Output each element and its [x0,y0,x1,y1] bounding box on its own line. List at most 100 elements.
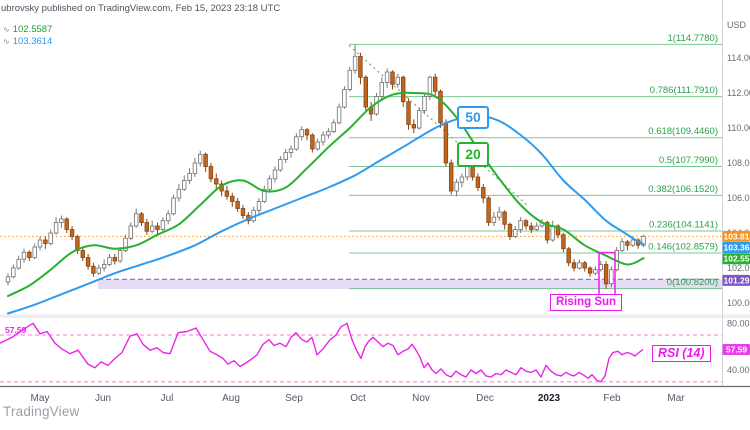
price-tick-label: 108.00 [727,158,750,168]
candle-body [582,262,587,269]
indicator-icon: ∿ [3,37,10,46]
candle-body [513,229,518,237]
candle-body [203,153,208,168]
fib-level-label: 0.5(107.7990) [659,155,718,166]
candle-body [523,220,529,227]
rsi-label[interactable]: RSI (14) [652,345,711,362]
candle-body [181,180,187,190]
candle-body [69,229,75,237]
candle-body [406,101,411,125]
downtrend-line[interactable] [348,44,528,206]
candle-body [587,267,593,274]
candle-body [5,276,11,283]
candle-body [363,76,368,108]
candle-body [347,69,352,90]
ma50-legend-row[interactable]: ∿ 103.3614 [3,36,52,48]
candle-body [315,141,320,150]
month-label: Sep [285,393,303,404]
ma50-legend-value: 103.3614 [12,36,53,47]
price-badge [722,230,750,242]
candle-body [422,96,427,111]
candle-body [214,178,219,185]
rsi-line[interactable] [0,322,644,383]
price-badge-label: 101.29 [724,275,750,285]
candle-body [561,234,566,250]
candle-body [481,187,486,199]
candle-body [256,201,262,211]
candle-body [534,225,539,230]
support-zone-band [98,279,722,289]
month-label: Aug [222,393,240,404]
candle-body [187,173,192,181]
candle-body [459,176,465,183]
ma20-legend-row[interactable]: ∿ 102.5587 [3,24,52,36]
candle-body [625,241,630,246]
candle-body [619,241,625,252]
month-label: Dec [476,393,494,404]
candle-body [502,211,507,225]
fib-level-label: 0.618(109.4460) [648,126,718,137]
pane-separator[interactable] [0,314,750,319]
candle-body [37,239,43,248]
ma20-legend-value: 102.5587 [12,24,53,35]
candle-body [64,218,69,230]
month-label: Mar [667,393,685,404]
ma20-line[interactable] [7,91,645,297]
candle-body [411,124,416,129]
candle-body [432,76,438,92]
candle-body [59,218,64,223]
candle-body [438,90,443,124]
month-label: Jul [161,393,174,404]
candle-body [171,197,176,215]
candle-body [85,257,91,267]
candle-body [197,153,203,164]
candle-body [395,76,400,85]
candle-body [609,269,614,285]
rsi-tick-label: 80.00 [727,318,750,328]
candle-body [288,148,294,153]
candle-body [27,251,32,258]
candle-body [139,213,144,224]
ma20-tag[interactable]: 20 [457,142,489,167]
candle-body [294,136,299,150]
chart-title: ubrovsky published on TradingView.com, F… [1,3,281,14]
candle-body [107,257,112,265]
candle-body [577,262,582,269]
price-badge-label: 103.36 [724,243,750,253]
candle-body [101,264,107,269]
candle-body [491,216,497,223]
price-tick-label: 106.00 [727,193,750,203]
month-label: Feb [603,393,621,404]
candle-body [32,246,37,258]
fib-level-label: 1(114.7780) [667,33,718,44]
candle-body [550,225,555,241]
candle-body [486,197,491,223]
rsi-badge [722,343,750,355]
candle-body [149,225,155,232]
month-label: Oct [350,393,366,404]
price-tick-label: 100.00 [727,298,750,308]
tradingview-watermark[interactable]: TradingView [3,404,80,419]
candle-body [165,213,171,222]
candle-body [123,237,128,251]
candle-body [80,250,85,258]
price-badge [722,253,750,265]
candle-body [326,131,331,136]
candle-body [21,251,27,260]
candle-body [160,220,166,230]
candle-body [299,129,304,138]
candle-body [400,76,406,103]
candle-body [331,122,336,133]
rising-sun-label[interactable]: Rising Sun [550,294,623,311]
indicator-icon: ∿ [3,25,10,34]
candle-body [43,239,48,244]
ma50-tag[interactable]: 50 [457,106,489,129]
month-label: Nov [412,393,430,404]
candle-body [497,211,502,218]
candle-body [208,166,214,180]
candle-body [603,264,609,285]
ma50-line[interactable] [7,114,645,315]
price-tick-label: 114.00 [727,53,750,63]
